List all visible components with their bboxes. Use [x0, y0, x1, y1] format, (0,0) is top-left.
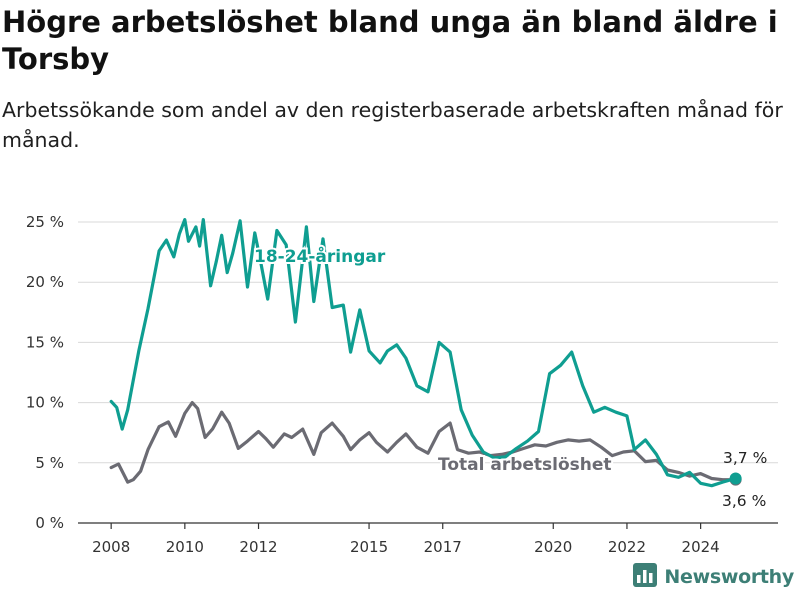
total-end-value-label: 3,6 % [722, 492, 766, 510]
newsworthy-logo-icon [632, 562, 658, 592]
x-tick-label: 2015 [350, 538, 388, 556]
y-axis-tick-labels: 0 % 5 % 10 % 15 % 20 % 25 % [26, 213, 64, 532]
gridlines [78, 221, 778, 464]
x-tick-label: 2020 [534, 538, 572, 556]
x-tick-label: 2008 [92, 538, 130, 556]
chart-annotations: 18-24-åringar Total arbetslöshet 3,7 % 3… [252, 243, 767, 510]
x-tick-label: 2022 [608, 538, 646, 556]
y-tick-label: 0 % [35, 514, 64, 532]
x-tick-label: 2010 [166, 538, 204, 556]
series-lines [109, 218, 742, 488]
y-tick-label: 25 % [26, 213, 64, 231]
total-series-line [109, 401, 738, 484]
chart-subtitle: Arbetssökande som andel av den registerb… [2, 98, 783, 152]
youth-series-line [109, 218, 738, 488]
chart-title: Högre arbetslöshet bland unga än bland ä… [2, 5, 778, 76]
brand-logo: Newsworthy [632, 562, 794, 592]
y-tick-label: 10 % [26, 394, 64, 412]
y-tick-label: 5 % [35, 454, 64, 472]
y-tick-label: 15 % [26, 333, 64, 351]
youth-series-label: 18-24-åringar [254, 245, 386, 267]
x-tick-label: 2017 [424, 538, 462, 556]
x-tick-label: 2012 [239, 538, 277, 556]
y-tick-label: 20 % [26, 273, 64, 291]
x-tick-label: 2024 [682, 538, 720, 556]
total-series-label: Total arbetslöshet [438, 455, 612, 475]
youth-end-point [729, 472, 742, 485]
youth-end-value-label: 3,7 % [723, 449, 767, 467]
x-axis: 2008 2010 2012 2015 2017 2020 2022 2024 [78, 522, 778, 556]
brand-name: Newsworthy [664, 566, 794, 588]
